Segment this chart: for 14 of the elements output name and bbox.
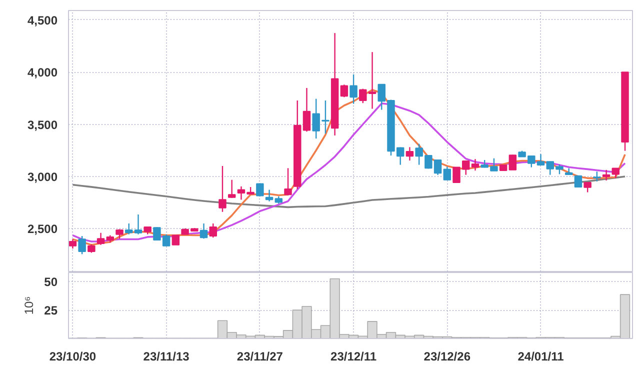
- y-axis-title: 10⁶: [22, 296, 36, 315]
- y-tick-label: 50: [44, 275, 58, 290]
- y-tick-label: 4,000: [27, 66, 58, 80]
- x-tick-label: 23/11/27: [236, 350, 284, 364]
- y-tick-label: 3,000: [27, 170, 58, 184]
- y-tick-label: 25: [44, 304, 58, 318]
- x-tick-label: 23/12/26: [424, 350, 471, 364]
- x-tick-label: 23/10/30: [49, 350, 96, 364]
- x-tick-label: 24/01/11: [518, 350, 564, 364]
- x-tick-label: 23/12/11: [330, 350, 377, 364]
- y-tick-label: 4,500: [27, 13, 58, 28]
- y-tick-label: 3,500: [27, 118, 58, 132]
- x-tick-label: 23/11/13: [143, 350, 190, 364]
- y-tick-label: 2,500: [27, 222, 58, 236]
